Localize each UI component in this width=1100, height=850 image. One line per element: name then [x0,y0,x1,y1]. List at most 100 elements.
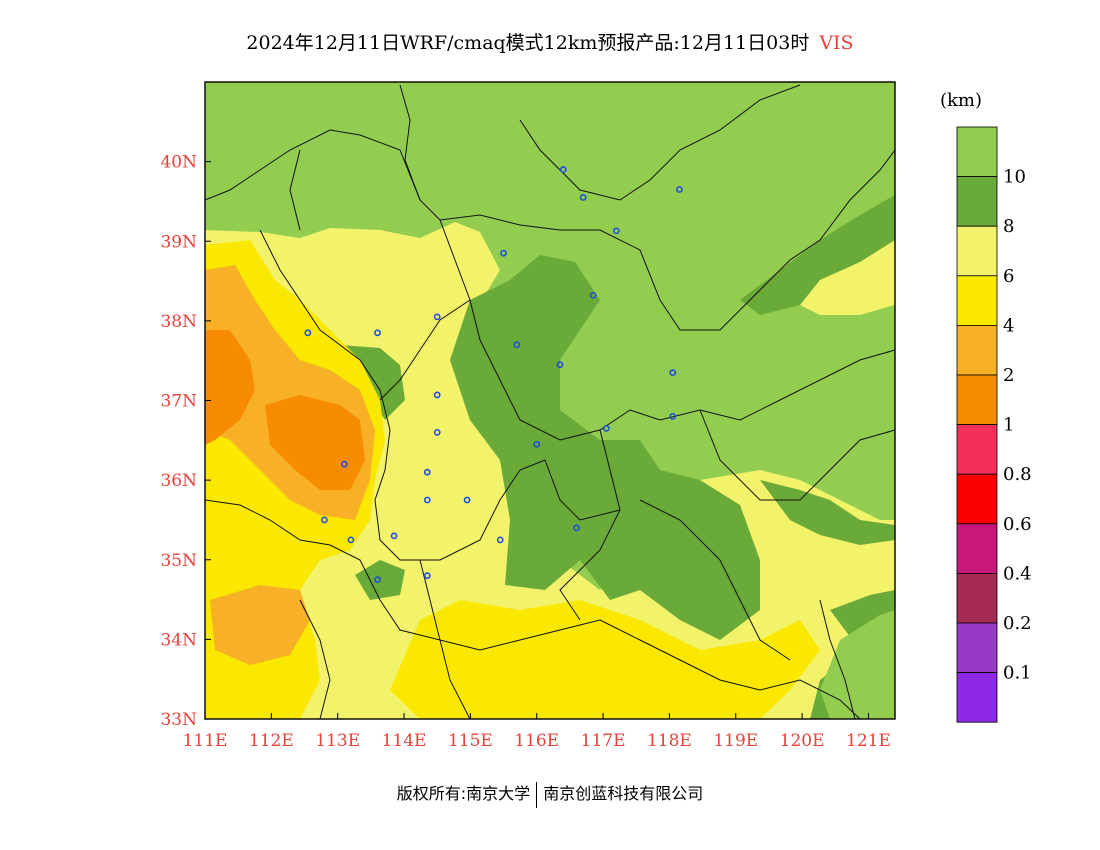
station-marker [556,361,564,369]
lon-tick-label: 117E [581,731,626,751]
station-marker [463,496,471,504]
lat-tick-label: 39N [160,232,197,252]
lat-tick-label: 33N [160,710,197,730]
lon-tick-label: 119E [713,731,758,751]
copyright-right: 南京创蓝科技有限公司 [543,784,704,803]
copyright-left: 版权所有:南京大学 [396,784,531,803]
boundary-line [699,409,895,501]
colorbar-level-label: 0.8 [1003,464,1032,485]
lon-tick-label: 120E [780,731,825,751]
boundary-line [544,459,621,521]
colorbar-level-label: 6 [1003,266,1014,287]
vis-region-1to2-center [265,395,365,490]
colorbar-swatch [956,523,998,574]
lon-tick-label: 115E [448,731,493,751]
stations-layer [304,166,683,584]
station-marker [374,329,381,337]
colorbar-level-label: 8 [1003,216,1014,237]
boundary-line [519,84,801,201]
colorbar-level-label: 10 [1003,167,1026,188]
colorbar-swatch [956,622,998,673]
boundary-line [819,599,856,719]
station-marker [612,227,620,235]
title-variable: VIS [819,32,854,54]
station-marker [423,572,431,580]
boundary-line [299,599,331,719]
station-marker [423,496,431,504]
lon-tick-label: 113E [315,731,360,751]
station-marker [669,413,677,420]
province-boundaries [205,84,895,719]
lon-tick-label: 111E [183,731,228,751]
colorbar-swatch [956,374,998,425]
lat-tick-label: 35N [160,551,197,571]
colorbar-level-label: 1 [1003,415,1014,436]
lat-tick-label: 36N [160,471,197,491]
station-marker [669,369,677,377]
colorbar-level-label: 0.1 [1003,663,1032,684]
lon-tick-label: 112E [249,731,294,751]
station-marker [423,468,431,476]
lon-tick-label: 121E [846,731,891,751]
vis-region-gt10-se [820,610,895,719]
colorbar-swatch [956,126,998,177]
boundary-line [379,299,471,401]
colorbar-level-label: 4 [1003,315,1014,336]
lat-tick-label: 34N [160,630,197,650]
colorbar-level-label: 0.4 [1003,563,1032,584]
credit-divider [536,781,538,808]
station-marker [589,291,597,299]
boundary-line [439,219,895,441]
station-marker [559,166,567,173]
vis-region-4to6-south [390,600,820,719]
lat-tick-label: 38N [160,312,197,332]
colorbar-swatch [956,176,998,227]
vis-region-1to2 [205,330,255,445]
copyright: 版权所有:南京大学 南京创蓝科技有限公司 [0,780,1100,808]
colorbar-level-label: 2 [1003,365,1014,386]
lon-labels: 111E 112E 113E 114E 115E 116E 117E 118E 119E 120E… [183,731,891,751]
station-marker [513,341,521,349]
vis-region-8to10-ne [740,195,895,315]
boundary-line [289,149,301,231]
station-marker [496,536,504,544]
colorbar-swatch [956,672,998,723]
axis-ticks [204,161,869,720]
title-main: 2024年12月11日WRF/cmaq模式12km预报产品:12月11日03时 [246,32,810,54]
boundary-line [399,84,421,201]
colorbar-swatch [956,225,998,277]
station-marker [304,329,312,337]
vis-region-2to4-sw [210,585,310,665]
lon-tick-label: 114E [382,731,427,751]
colorbar-swatch [956,424,998,475]
station-marker [433,428,441,436]
station-marker [433,391,441,399]
visibility-field [205,82,895,719]
station-marker [500,249,507,257]
lat-tick-label: 37N [160,392,197,412]
station-marker [573,524,580,532]
vis-region-8to10-coast [760,480,895,545]
colorbar-swatch [956,324,998,376]
colorbar-swatch [956,473,998,525]
station-marker [433,313,441,321]
station-marker [390,532,398,540]
colorbar-units: (km) [940,90,983,111]
boundary-line [259,229,546,561]
station-marker [347,536,355,544]
station-marker [340,460,348,468]
colorbar: 10 8 6 4 2 1 0.8 0.6 0.4 0.2 0.1 [956,126,1032,723]
boundary-line [419,559,471,719]
station-marker [602,424,610,432]
lat-tick-label: 40N [160,153,197,173]
boundary-line [639,499,791,661]
lat-labels: 33N 34N 35N 36N 37N 38N 39N 40N [160,153,197,730]
station-marker [533,440,541,448]
boundary-line [205,129,895,331]
station-marker [675,186,683,193]
boundary-line [205,499,861,719]
figure-title: 2024年12月11日WRF/cmaq模式12km预报产品:12月11日03时 V… [0,28,1100,55]
vis-region-8to10-central [450,255,760,640]
